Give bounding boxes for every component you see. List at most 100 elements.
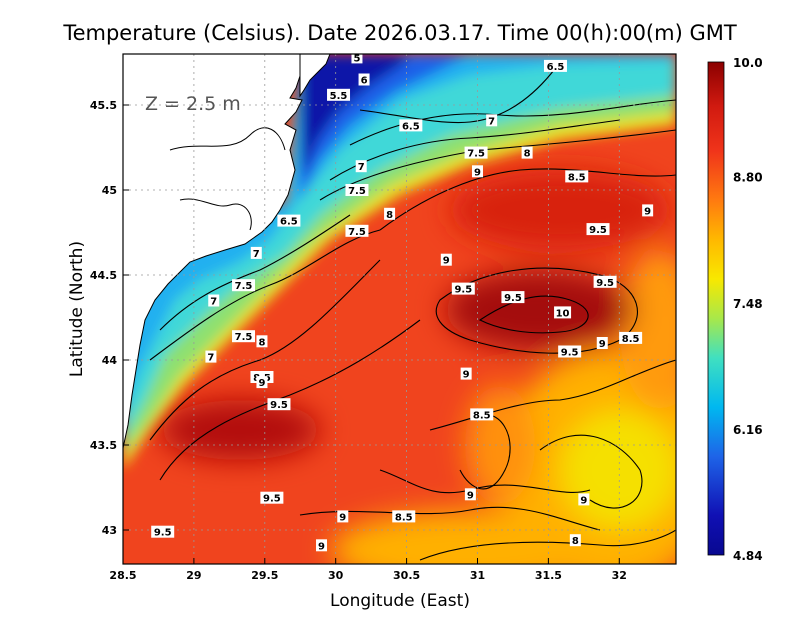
y-tick-label: 44.5: [90, 269, 117, 282]
x-tick-label: 30.5: [393, 569, 420, 582]
contour-label-text: 8: [572, 536, 579, 547]
contour-label-bg: [501, 291, 525, 304]
contour-label: 7.5: [464, 146, 488, 160]
contour-label-bg: [384, 207, 396, 220]
warm-zone-south: [330, 510, 610, 564]
contour-label-bg: [260, 491, 284, 504]
contour-label: 7.5: [345, 224, 369, 238]
contour-label-bg: [642, 204, 654, 217]
contour-label: 8: [569, 534, 581, 547]
chart-title: Temperature (Celsius). Date 2026.03.17. …: [62, 21, 737, 45]
contour-label-bg: [316, 539, 328, 552]
x-tick-label: 28.5: [109, 569, 136, 582]
contour-label-text: 7: [488, 116, 495, 127]
contour-label: 9: [596, 337, 608, 350]
contour-label-text: 8.5: [473, 410, 491, 421]
contour-label-bg: [151, 525, 175, 538]
plot-frame: [122, 53, 677, 565]
contour-label-bg: [337, 510, 349, 523]
y-axis-ticks: 43 43.5 44 44.5 45 45.5: [90, 99, 129, 537]
contour-label-bg: [593, 275, 617, 288]
contour-7p5-coast: [149, 229, 381, 361]
x-tick-label: 31.5: [535, 569, 562, 582]
contour-label: 9.5: [586, 223, 610, 236]
contour-label-bg: [471, 165, 483, 178]
contour-label: 8.5: [619, 331, 643, 345]
contour-label-text: 9.5: [454, 285, 472, 296]
y-tick-label: 43.5: [90, 439, 117, 452]
contour-label-bg: [399, 119, 423, 132]
x-tick-label: 29: [186, 569, 201, 582]
contour-7-coast: [159, 214, 351, 331]
contour-label-bg: [543, 59, 567, 72]
y-tick-label: 45: [102, 184, 117, 197]
contour-label-bg: [267, 398, 291, 411]
contour-label: 7: [355, 160, 367, 173]
contour-label-text: 9.5: [154, 528, 172, 539]
contour-label: 7.5: [232, 279, 256, 292]
contour-label-bg: [440, 253, 452, 266]
contour-label: 8: [256, 335, 268, 348]
contour-label: 6.5: [543, 59, 567, 73]
contour-label-text: 7: [207, 353, 214, 364]
contour-8p5-coast: [149, 259, 381, 441]
y-tick-label: 45.5: [90, 99, 117, 112]
contour-label-bg: [232, 279, 256, 292]
contour-label: 9.5: [451, 282, 475, 296]
contour-10-core: [478, 295, 589, 334]
contour-6p5-north: [359, 61, 561, 124]
contour-label-bg: [460, 367, 472, 380]
y-tick-label: 44: [102, 354, 118, 367]
contour-label-bg: [596, 337, 608, 349]
contour-label-text: 9: [474, 167, 481, 178]
contour-label-text: 9.5: [596, 278, 614, 289]
colorbar-tick-label: 8.80: [733, 171, 763, 185]
contour-label-text: 7: [253, 249, 260, 260]
contour-label-text: 8: [524, 149, 531, 160]
contour-label-text: 8: [386, 210, 393, 221]
contour-label-text: 9.5: [561, 348, 579, 359]
contour-label-bg: [470, 408, 494, 421]
contour-label: 6.5: [399, 119, 423, 132]
colorbar-gradient: [707, 61, 725, 556]
contour-label: 9: [256, 376, 268, 389]
contour-label-bg: [578, 493, 590, 506]
contour-label-text: 8.5: [395, 512, 413, 523]
contour-label-text: 9: [644, 206, 651, 217]
contour-label-text: 9: [467, 490, 474, 501]
contour-label: 5.5: [327, 88, 351, 102]
contour-label: 9: [460, 367, 472, 381]
contour-label-text: 9.5: [270, 400, 288, 411]
contour-label: 10: [554, 306, 572, 319]
contour-label-text: 6: [361, 76, 368, 87]
contour-label-text: 10: [556, 308, 570, 319]
contour-label: 8: [521, 146, 533, 160]
y-tick-label: 43: [102, 524, 117, 537]
contour-label: 8.5: [470, 408, 494, 421]
contour-label-bg: [586, 223, 610, 236]
lake-inlet-north: [169, 127, 286, 151]
contour-labels: 5 5.5 6 6.5 6.5 7 7 7.5 7.5 8 9 8.5 6.5 8 7.5 9 9.5 7 7.5 9…: [151, 54, 654, 552]
contour-label-text: 6.5: [547, 62, 565, 73]
contour-8p5-south: [299, 506, 601, 531]
contour-label: 8.5: [392, 510, 416, 523]
contour-label: 7.5: [345, 184, 369, 197]
colorbar-tick-label: 10.0: [733, 56, 763, 70]
contour-9-southeast-loop: [539, 434, 643, 509]
contour-label-bg: [355, 160, 367, 173]
hot-band-north: [450, 170, 670, 250]
contour-label-bg: [358, 73, 370, 86]
contour-label-text: 7.5: [467, 149, 485, 160]
contour-label-text: 7: [210, 297, 217, 308]
contour-9p5-southwest: [159, 319, 421, 481]
contour-label: 8.5: [565, 170, 589, 183]
contour-label-bg: [327, 88, 351, 101]
yellow-patch-southeast: [560, 410, 676, 530]
contour-label-bg: [345, 224, 369, 237]
contour-label-text: 9: [318, 541, 325, 552]
contour-label-text: 7.5: [235, 332, 253, 343]
contour-label-bg: [232, 330, 256, 343]
contour-label-text: 5.5: [330, 91, 348, 102]
contour-label-bg: [277, 214, 301, 227]
plot-area: 5 5.5 6 6.5 6.5 7 7 7.5 7.5 8 9 8.5 6.5 8 7.5 9 9.5 7 7.5 9…: [123, 54, 676, 564]
